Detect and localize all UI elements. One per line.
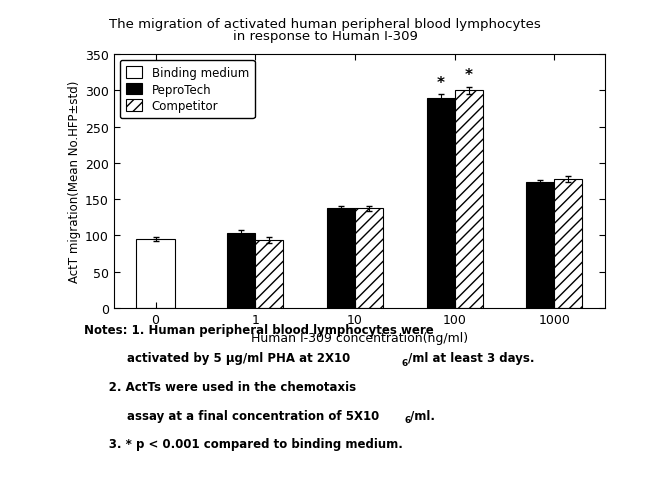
- Y-axis label: ActT migration(Mean No.HFP±std): ActT migration(Mean No.HFP±std): [68, 81, 81, 283]
- Text: in response to Human I-309: in response to Human I-309: [233, 30, 417, 43]
- Text: The migration of activated human peripheral blood lymphocytes: The migration of activated human periphe…: [109, 18, 541, 31]
- Text: 6: 6: [402, 358, 408, 367]
- Text: /ml.: /ml.: [410, 409, 434, 422]
- Text: *: *: [465, 68, 473, 83]
- Text: assay at a final concentration of 5X10: assay at a final concentration of 5X10: [127, 409, 379, 422]
- Bar: [454, 91, 482, 308]
- Text: 2. ActTs were used in the chemotaxis: 2. ActTs were used in the chemotaxis: [84, 380, 357, 393]
- Text: 6: 6: [404, 415, 411, 424]
- Bar: [554, 179, 582, 308]
- Bar: [227, 233, 255, 308]
- X-axis label: Human I-309 concentration(ng/ml): Human I-309 concentration(ng/ml): [250, 332, 468, 345]
- Bar: [526, 183, 554, 308]
- Bar: [426, 99, 454, 308]
- Text: activated by 5 μg/ml PHA at 2X10: activated by 5 μg/ml PHA at 2X10: [127, 352, 350, 365]
- Text: Notes: 1. Human peripheral blood lymphocytes were: Notes: 1. Human peripheral blood lymphoc…: [84, 323, 434, 336]
- Bar: [355, 209, 383, 308]
- Text: *: *: [437, 76, 445, 91]
- Bar: [136, 239, 175, 308]
- Bar: [255, 241, 283, 308]
- Text: /ml at least 3 days.: /ml at least 3 days.: [408, 352, 534, 365]
- Bar: [327, 208, 355, 308]
- Text: 3. * p < 0.001 compared to binding medium.: 3. * p < 0.001 compared to binding mediu…: [84, 437, 404, 450]
- Legend: Binding medium, PeproTech, Competitor: Binding medium, PeproTech, Competitor: [120, 61, 255, 119]
